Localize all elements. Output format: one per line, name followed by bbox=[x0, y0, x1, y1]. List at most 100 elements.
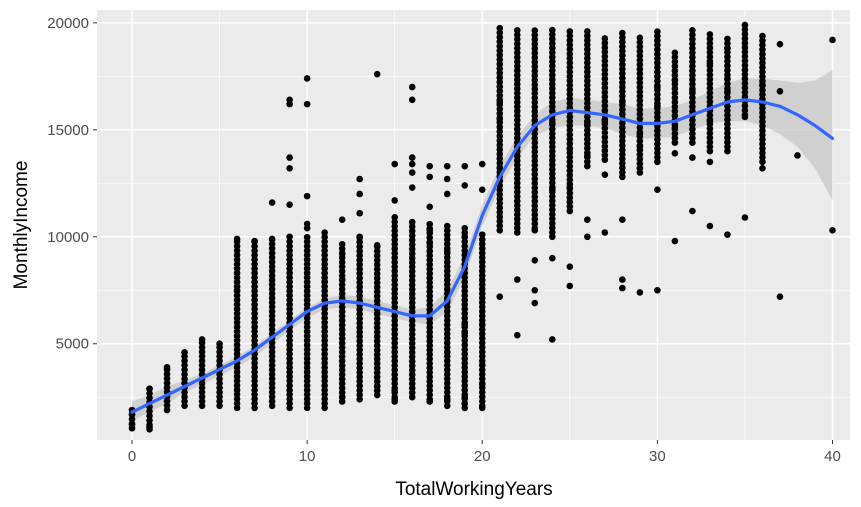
data-point bbox=[426, 398, 434, 405]
data-point bbox=[461, 162, 469, 170]
data-point bbox=[759, 81, 766, 89]
data-point bbox=[408, 184, 416, 191]
data-point bbox=[654, 286, 661, 294]
data-point bbox=[426, 227, 434, 234]
data-point bbox=[303, 192, 311, 200]
data-point bbox=[478, 321, 486, 328]
data-point bbox=[513, 276, 521, 283]
data-point bbox=[741, 214, 749, 221]
x-tick-label: 20 bbox=[474, 448, 491, 465]
data-point bbox=[566, 184, 574, 191]
x-axis-ticks: 0 10 20 30 40 bbox=[128, 440, 841, 465]
data-point bbox=[391, 213, 398, 221]
data-point bbox=[636, 130, 644, 138]
data-point bbox=[286, 96, 293, 104]
data-point bbox=[408, 160, 416, 168]
points-layer bbox=[128, 21, 836, 433]
data-point bbox=[426, 220, 434, 228]
data-point bbox=[128, 421, 136, 429]
data-point bbox=[671, 49, 679, 57]
data-point bbox=[619, 216, 626, 223]
data-point bbox=[601, 35, 609, 42]
x-axis-title: TotalWorkingYears bbox=[395, 479, 552, 500]
data-point bbox=[531, 227, 539, 234]
data-point bbox=[408, 83, 416, 91]
data-point bbox=[146, 385, 153, 392]
data-point bbox=[724, 35, 731, 43]
data-point bbox=[268, 199, 276, 206]
data-point bbox=[303, 220, 311, 228]
data-point bbox=[636, 143, 644, 151]
data-point bbox=[829, 36, 836, 44]
data-point bbox=[531, 299, 539, 307]
data-point bbox=[321, 229, 328, 236]
data-point bbox=[689, 207, 696, 215]
data-point bbox=[549, 186, 556, 194]
data-point bbox=[689, 27, 696, 34]
data-point bbox=[408, 96, 416, 104]
data-point bbox=[443, 162, 451, 170]
data-point bbox=[706, 31, 714, 38]
smooth-trend-line bbox=[130, 98, 835, 414]
data-point bbox=[706, 222, 714, 230]
data-point bbox=[584, 28, 591, 35]
data-point bbox=[724, 45, 731, 52]
data-point bbox=[671, 77, 679, 84]
data-point bbox=[303, 75, 311, 82]
x-tick-label: 40 bbox=[824, 448, 841, 465]
data-point bbox=[706, 60, 714, 67]
data-point bbox=[338, 276, 346, 283]
smooth-line-layer bbox=[130, 98, 835, 414]
data-point bbox=[426, 173, 434, 181]
y-tick-label: 5000 bbox=[56, 336, 89, 353]
data-point bbox=[549, 254, 556, 262]
data-point bbox=[601, 171, 609, 179]
data-point bbox=[531, 286, 539, 294]
data-point bbox=[181, 348, 188, 356]
data-point bbox=[461, 400, 469, 407]
data-point bbox=[268, 235, 276, 243]
x-tick-label: 30 bbox=[649, 448, 666, 465]
data-point bbox=[408, 218, 416, 226]
data-point bbox=[601, 229, 609, 236]
data-point bbox=[531, 256, 539, 264]
data-point bbox=[584, 216, 591, 223]
data-point bbox=[461, 321, 469, 328]
data-point bbox=[496, 24, 504, 32]
data-point bbox=[601, 107, 609, 114]
data-point bbox=[303, 233, 311, 241]
data-point bbox=[478, 381, 486, 388]
data-point bbox=[496, 115, 504, 123]
data-point bbox=[286, 238, 293, 245]
x-tick-label: 10 bbox=[299, 448, 316, 465]
data-point bbox=[321, 233, 328, 241]
data-point bbox=[776, 293, 784, 300]
y-axis-title: MonthlyIncome bbox=[11, 161, 32, 290]
data-point bbox=[233, 286, 241, 294]
data-point bbox=[391, 396, 398, 403]
data-point bbox=[636, 34, 644, 42]
data-point bbox=[286, 154, 293, 161]
data-point bbox=[216, 340, 223, 348]
data-point bbox=[566, 263, 574, 271]
y-tick-label: 10000 bbox=[47, 229, 89, 246]
data-point bbox=[496, 165, 504, 172]
data-point bbox=[286, 233, 293, 241]
data-point bbox=[776, 87, 784, 95]
data-point bbox=[549, 336, 556, 343]
data-point bbox=[759, 165, 766, 172]
data-point bbox=[233, 235, 241, 243]
data-point bbox=[513, 331, 521, 339]
data-point bbox=[286, 201, 293, 208]
y-tick-label: 20000 bbox=[47, 15, 89, 32]
data-point bbox=[566, 282, 574, 290]
data-point bbox=[356, 233, 363, 241]
data-point bbox=[689, 154, 696, 161]
data-point bbox=[198, 336, 206, 343]
data-point bbox=[654, 186, 661, 194]
data-point bbox=[741, 21, 749, 29]
data-point bbox=[654, 83, 661, 91]
data-point bbox=[478, 236, 486, 243]
data-point bbox=[619, 29, 626, 37]
